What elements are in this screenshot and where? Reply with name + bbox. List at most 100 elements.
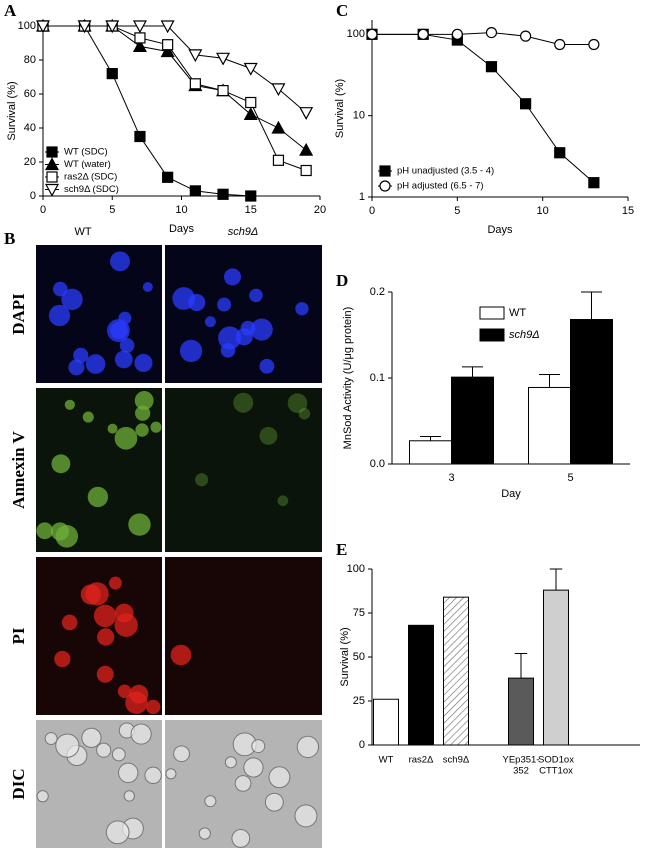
y-tick-label: 100 [347,28,365,40]
marker [243,107,258,121]
cell [119,338,135,353]
marker [35,20,51,34]
cell [198,827,211,840]
cell [130,723,152,745]
x-tick-label: 10 [175,204,187,216]
y-axis-label: Survival (%) [6,81,18,140]
row-label: Annexin V [9,430,28,508]
legend-label: pH unadjusted (3.5 - 4) [397,166,494,177]
error-bar [514,652,528,679]
bar [373,698,399,746]
marker [417,28,429,40]
cell [224,756,237,769]
marker [272,154,285,166]
x-tick-label: 0 [40,204,46,216]
marker [162,39,174,51]
marker [485,61,498,73]
cell [134,391,154,410]
cell [118,762,139,784]
cell [294,804,318,828]
column-label: WT [74,226,91,238]
cell [107,423,118,434]
marker [588,38,600,51]
cell [135,423,149,437]
cell [233,392,254,413]
series-line [43,25,251,197]
cell [85,354,106,374]
cell [109,576,122,590]
legend-marker [44,183,60,197]
marker [243,62,258,76]
y-tick-label: 0 [30,190,36,202]
cell [52,281,68,297]
marker [160,44,175,58]
cell [204,316,216,328]
x-tick-label: SOD1ox [538,755,574,766]
marker [77,20,92,34]
cell [220,343,236,358]
cell [287,393,308,413]
cell [105,820,130,845]
cell [134,353,153,373]
marker [451,28,463,40]
cell [128,513,151,536]
x-tick-label: 352 [513,766,529,777]
marker [299,142,314,156]
marker [554,38,566,51]
marker [162,171,174,183]
y-axis-label: Survival (%) [334,79,346,138]
cell [298,407,311,420]
y-tick-label: 50 [353,651,365,663]
legend-marker [379,165,391,177]
legend-label: WT (SDC) [64,147,108,158]
y-tick-label: 100 [347,563,365,575]
legend-marker [379,180,391,192]
series-line [43,25,307,114]
x-tick-label: 3 [448,472,454,484]
y-tick-label: 80 [24,54,36,66]
y-axis-label: MnSod Activity (U/μg protein) [342,307,354,450]
cell [111,747,126,762]
error-bar [462,366,483,378]
y-tick-label: 0.0 [370,458,385,470]
error-bar [539,374,560,388]
bar [508,677,534,746]
bar [408,624,434,746]
marker [366,28,378,40]
marker [217,188,229,200]
cell [114,426,138,450]
cell [48,304,71,327]
error-bar [581,291,602,320]
legend-label: ras2Δ (SDC) [64,172,117,183]
cell [36,790,49,803]
cell [250,318,273,341]
panel-letter: B [4,229,15,248]
legend-marker [46,146,58,158]
column-label: sch9Δ [228,226,259,238]
legend-marker [46,171,58,183]
y-tick-label: 100 [18,20,36,32]
cell [188,293,206,312]
cell [96,742,112,758]
cell [268,766,291,789]
micrograph [165,557,322,715]
y-tick-label: 60 [24,88,36,100]
x-tick-label: 5 [567,472,573,484]
legend-label: WT (water) [64,159,111,170]
x-axis-label: Day [501,488,521,500]
marker [299,107,314,120]
marker [134,130,146,143]
marker [132,20,147,34]
cell [231,829,251,848]
series-line [372,33,595,184]
x-tick-label: 15 [245,204,257,216]
marker [189,185,201,197]
y-tick-label: 40 [24,122,36,134]
cell [114,350,133,369]
y-tick-label: 10 [353,110,365,122]
bar [443,596,469,746]
bar [543,589,569,746]
cell [55,524,79,548]
row-label: DAPI [9,293,28,335]
